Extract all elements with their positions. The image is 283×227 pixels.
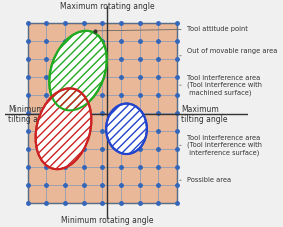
Text: Maximum rotating angle: Maximum rotating angle bbox=[60, 2, 155, 11]
Text: Minimum
tilting angle: Minimum tilting angle bbox=[8, 105, 55, 124]
Text: Out of movable range area: Out of movable range area bbox=[180, 48, 277, 56]
Ellipse shape bbox=[106, 104, 147, 154]
Text: Tool interference area
(Tool interference with
 interference surface): Tool interference area (Tool interferenc… bbox=[180, 135, 262, 156]
Text: Minimum rotating angle: Minimum rotating angle bbox=[61, 216, 153, 225]
Text: Maximum
tilting angle: Maximum tilting angle bbox=[181, 105, 227, 124]
Text: Possible area: Possible area bbox=[180, 177, 231, 183]
Text: Tool interference area
(Tool interference with
 machined surface): Tool interference area (Tool interferenc… bbox=[180, 75, 262, 96]
Ellipse shape bbox=[36, 88, 91, 169]
Ellipse shape bbox=[49, 31, 107, 110]
FancyBboxPatch shape bbox=[27, 23, 177, 203]
Text: Tool attitude point: Tool attitude point bbox=[98, 26, 248, 32]
